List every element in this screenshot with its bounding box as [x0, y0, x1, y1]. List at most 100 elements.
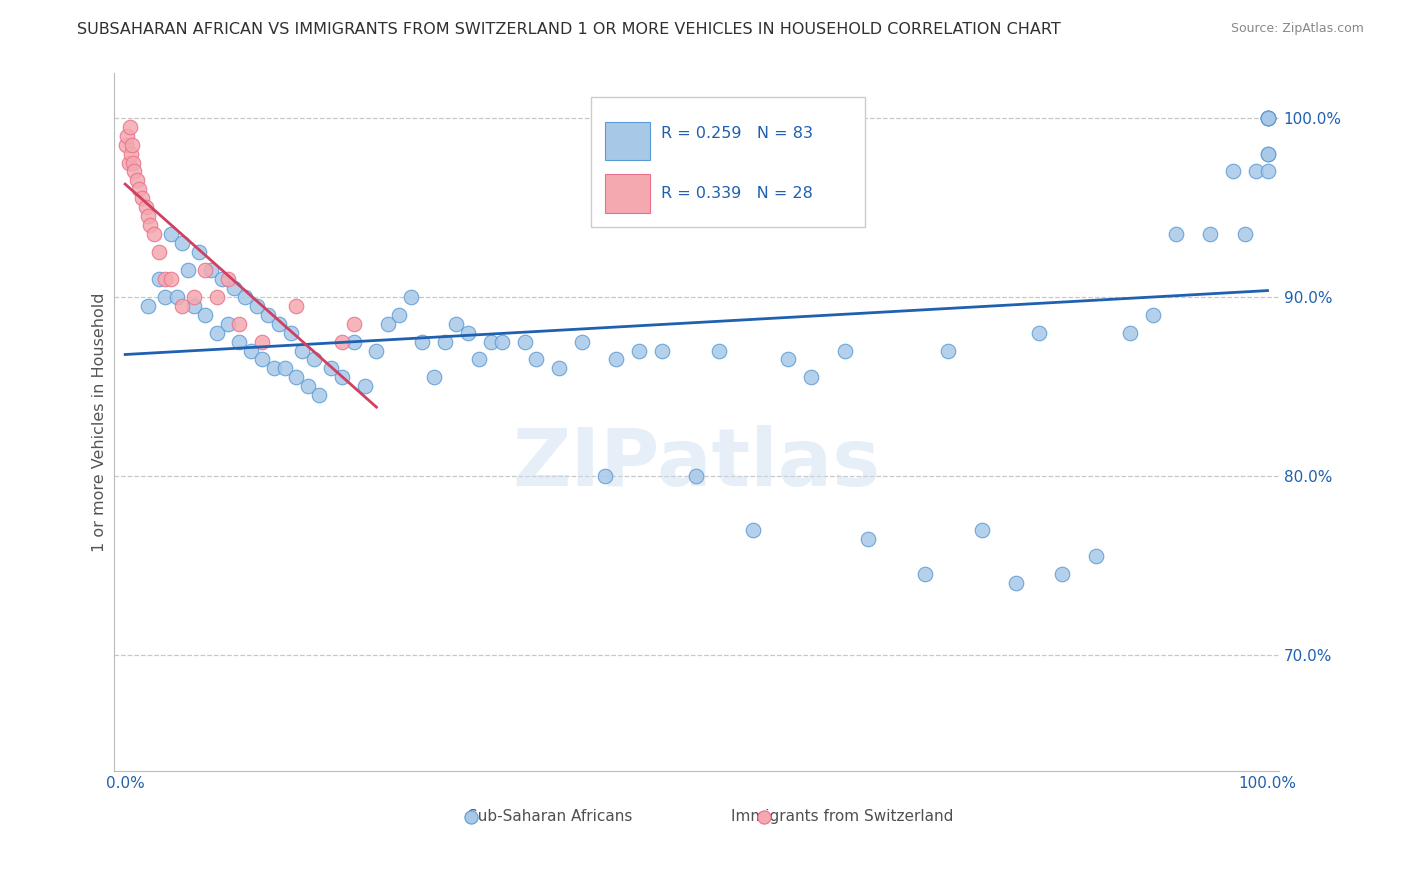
Point: [139, 218, 162, 232]
Point: [118, 120, 141, 134]
Point: [131, 191, 153, 205]
Point: [1256, 111, 1278, 125]
Point: [280, 326, 302, 340]
Point: [1256, 146, 1278, 161]
Point: [228, 334, 250, 349]
Point: [217, 272, 239, 286]
Point: [526, 352, 548, 367]
Point: [124, 164, 146, 178]
Point: [128, 182, 150, 196]
Point: [183, 299, 205, 313]
Point: [1164, 227, 1187, 241]
Point: [172, 236, 194, 251]
Point: [302, 352, 325, 367]
Point: [117, 155, 139, 169]
Text: R = 0.339   N = 28: R = 0.339 N = 28: [661, 186, 813, 201]
Point: [388, 308, 411, 322]
Point: [1233, 227, 1256, 241]
Point: [257, 308, 280, 322]
Point: [205, 326, 228, 340]
Point: [222, 281, 245, 295]
Point: [330, 334, 353, 349]
Point: [285, 299, 308, 313]
Point: [479, 334, 502, 349]
Point: [742, 523, 765, 537]
Point: [800, 370, 823, 384]
Text: SUBSAHARAN AFRICAN VS IMMIGRANTS FROM SWITZERLAND 1 OR MORE VEHICLES IN HOUSEHOL: SUBSAHARAN AFRICAN VS IMMIGRANTS FROM SW…: [77, 22, 1062, 37]
Point: [776, 352, 799, 367]
Point: [468, 352, 491, 367]
Point: [245, 299, 267, 313]
Point: [228, 317, 250, 331]
Point: [1050, 567, 1073, 582]
Point: [1142, 308, 1164, 322]
Point: [936, 343, 959, 358]
Point: [354, 379, 377, 393]
Point: [308, 388, 330, 402]
Point: [148, 272, 170, 286]
FancyBboxPatch shape: [606, 122, 650, 161]
Point: [160, 272, 183, 286]
Text: Source: ZipAtlas.com: Source: ZipAtlas.com: [1230, 22, 1364, 36]
Point: [297, 379, 319, 393]
Point: [135, 200, 157, 214]
Point: [605, 352, 627, 367]
Point: [628, 343, 651, 358]
Point: [856, 532, 879, 546]
Point: [274, 361, 297, 376]
Text: Sub-Saharan Africans: Sub-Saharan Africans: [468, 809, 633, 824]
Point: [1256, 111, 1278, 125]
Point: [1256, 111, 1278, 125]
Point: [211, 272, 233, 286]
Point: [142, 227, 165, 241]
Point: [194, 308, 217, 322]
Text: Immigrants from Switzerland: Immigrants from Switzerland: [731, 809, 953, 824]
Point: [491, 334, 513, 349]
Point: [177, 263, 200, 277]
Point: [194, 263, 217, 277]
Point: [205, 290, 228, 304]
Point: [120, 146, 142, 161]
Point: [122, 155, 145, 169]
Point: [291, 343, 314, 358]
Point: [593, 468, 616, 483]
Point: [115, 137, 138, 152]
Point: [136, 209, 159, 223]
Point: [252, 334, 274, 349]
Point: [121, 137, 143, 152]
Point: [399, 290, 422, 304]
Point: [1028, 326, 1050, 340]
Point: [319, 361, 342, 376]
Point: [1222, 164, 1244, 178]
Point: [1256, 164, 1278, 178]
Point: [457, 326, 479, 340]
Point: [343, 334, 366, 349]
Point: [285, 370, 308, 384]
Point: [685, 468, 707, 483]
Point: [269, 317, 291, 331]
Point: [343, 317, 366, 331]
Point: [970, 523, 993, 537]
Point: [166, 290, 188, 304]
Point: [183, 290, 205, 304]
Point: [914, 567, 936, 582]
Point: [188, 245, 211, 260]
Point: [1256, 146, 1278, 161]
Point: [160, 227, 183, 241]
Text: R = 0.259   N = 83: R = 0.259 N = 83: [661, 127, 813, 141]
Point: [548, 361, 571, 376]
Text: ZIPatlas: ZIPatlas: [512, 425, 880, 503]
Point: [172, 299, 194, 313]
Point: [377, 317, 399, 331]
Point: [709, 343, 731, 358]
Point: [366, 343, 388, 358]
Point: [136, 299, 159, 313]
Point: [1256, 111, 1278, 125]
Point: [217, 317, 239, 331]
FancyBboxPatch shape: [606, 174, 650, 212]
Point: [513, 334, 536, 349]
Point: [1119, 326, 1142, 340]
Point: [263, 361, 285, 376]
Point: [1256, 111, 1278, 125]
Point: [571, 334, 593, 349]
